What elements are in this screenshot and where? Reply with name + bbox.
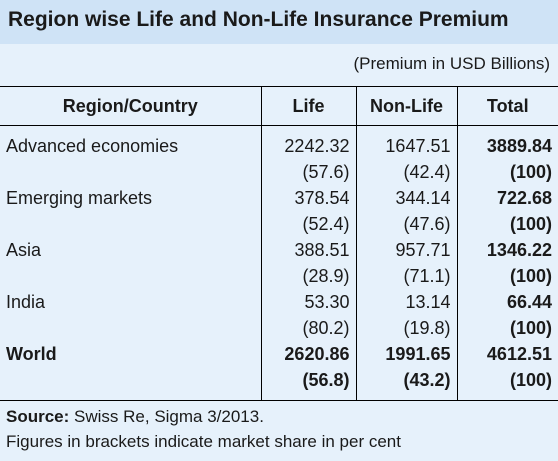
life-share: (28.9) — [260, 263, 356, 289]
life-share: (56.8) — [260, 367, 356, 393]
nonlife-share: (47.6) — [355, 211, 457, 237]
total-value: 3889.84 — [456, 133, 558, 159]
total-value: 722.68 — [456, 185, 558, 211]
table-row: Advanced economies 2242.32 1647.51 3889.… — [0, 133, 558, 159]
table-row-world: World 2620.86 1991.65 4612.51 — [0, 341, 558, 367]
unit-note: (Premium in USD Billions) — [353, 54, 550, 73]
region-name: Advanced economies — [6, 135, 179, 156]
nonlife-value: 344.14 — [355, 185, 457, 211]
life-value: 2242.32 — [260, 133, 356, 159]
total-share: (100) — [456, 159, 558, 185]
life-share: (52.4) — [260, 211, 356, 237]
share-row: (80.2) (19.8) (100) — [0, 315, 558, 341]
nonlife-share: (42.4) — [355, 159, 457, 185]
share-row: (28.9) (71.1) (100) — [0, 263, 558, 289]
nonlife-value: 13.14 — [355, 289, 457, 315]
total-value: 4612.51 — [456, 341, 558, 367]
header-nonlife: Non-Life — [355, 86, 457, 126]
region-name: Emerging markets — [6, 187, 153, 208]
source-label: Source: — [6, 407, 70, 426]
life-share: (57.6) — [260, 159, 356, 185]
table-row: Asia 388.51 957.71 1346.22 — [0, 237, 558, 263]
total-share: (100) — [456, 211, 558, 237]
region-name: World — [6, 343, 57, 364]
table-title: Region wise Life and Non-Life Insurance … — [0, 0, 558, 44]
share-row: (52.4) (47.6) (100) — [0, 211, 558, 237]
header-life: Life — [260, 86, 356, 126]
region-name: Asia — [6, 239, 42, 260]
source-text: Swiss Re, Sigma 3/2013. — [69, 407, 264, 426]
nonlife-value: 1991.65 — [355, 341, 457, 367]
premium-table: Region/Country Life Non-Life Total Advan… — [0, 86, 558, 401]
table-row: India 53.30 13.14 66.44 — [0, 289, 558, 315]
share-row-world: (56.8) (43.2) (100) — [0, 367, 558, 393]
life-share: (80.2) — [260, 315, 356, 341]
life-value: 378.54 — [260, 185, 356, 211]
total-share: (100) — [456, 315, 558, 341]
total-share: (100) — [456, 263, 558, 289]
footnote: Figures in brackets indicate market shar… — [6, 432, 401, 451]
total-value: 66.44 — [456, 289, 558, 315]
total-value: 1346.22 — [456, 237, 558, 263]
header-region: Region/Country — [0, 86, 261, 126]
nonlife-value: 1647.51 — [355, 133, 457, 159]
region-name: India — [6, 291, 46, 312]
header-total: Total — [456, 86, 558, 126]
nonlife-share: (19.8) — [355, 315, 457, 341]
total-share: (100) — [456, 367, 558, 393]
life-value: 388.51 — [260, 237, 356, 263]
source-line: Source: Swiss Re, Sigma 3/2013. — [6, 405, 264, 429]
spacer-row — [0, 125, 558, 133]
life-value: 2620.86 — [260, 341, 356, 367]
nonlife-share: (71.1) — [355, 263, 457, 289]
table-row: Emerging markets 378.54 344.14 722.68 — [0, 185, 558, 211]
spacer-row — [0, 393, 558, 401]
nonlife-share: (43.2) — [355, 367, 457, 393]
life-value: 53.30 — [260, 289, 356, 315]
header-row: Region/Country Life Non-Life Total — [0, 86, 558, 126]
share-row: (57.6) (42.4) (100) — [0, 159, 558, 185]
nonlife-value: 957.71 — [355, 237, 457, 263]
